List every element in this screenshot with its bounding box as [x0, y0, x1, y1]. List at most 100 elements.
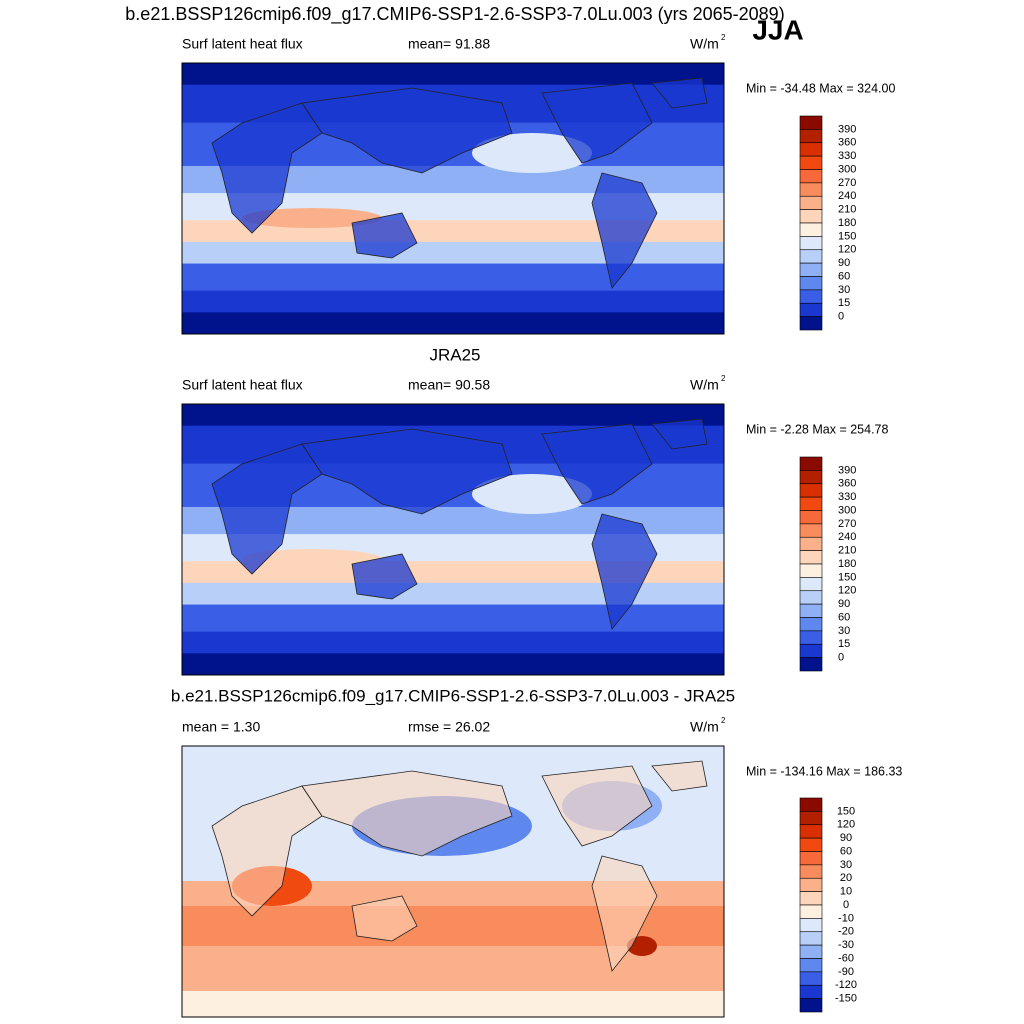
continent	[351, 212, 418, 259]
colorbar-box	[799, 302, 823, 317]
colorbar-label: 390	[838, 464, 856, 476]
colorbar-box	[799, 182, 823, 197]
colorbar-label: -20	[838, 926, 854, 938]
panel-title: b.e21.BSSP126cmip6.f09_g17.CMIP6-SSP1-2.…	[171, 686, 735, 705]
colorbar-box	[799, 918, 823, 933]
unit-superscript: 2	[721, 33, 726, 42]
unit-superscript: 2	[721, 374, 726, 383]
continent	[351, 895, 418, 942]
colorbar-box	[799, 262, 823, 277]
continent	[591, 855, 658, 972]
map-blob	[242, 549, 382, 569]
colorbar-box	[799, 563, 823, 578]
colorbar-label: -10	[838, 912, 854, 924]
colorbar-label: 180	[838, 558, 856, 570]
colorbar-box	[799, 904, 823, 919]
colorbar-label: 60	[840, 845, 852, 857]
min-max: Min = -134.16 Max = 186.33	[746, 764, 902, 778]
colorbar-label: -30	[838, 939, 854, 951]
map-blob	[242, 208, 382, 228]
panel-center-label: mean= 90.58	[408, 377, 490, 393]
colorbar-label: 90	[838, 257, 850, 269]
colorbar-label: 330	[838, 491, 856, 503]
colorbar-box	[799, 958, 823, 973]
colorbar-box	[799, 169, 823, 184]
colorbar-box	[799, 222, 823, 237]
colorbar-box	[799, 195, 823, 210]
map	[182, 404, 724, 675]
map-band	[182, 263, 724, 292]
colorbar-box	[799, 837, 823, 852]
colorbar-label: 120	[838, 585, 856, 597]
map-band	[182, 63, 724, 86]
season: JJA	[752, 14, 803, 45]
map-band	[182, 631, 724, 655]
colorbar-label: 360	[838, 137, 856, 149]
continent	[651, 77, 708, 109]
colorbar-box	[799, 129, 823, 144]
colorbar-label: 330	[838, 150, 856, 162]
colorbar-label: 210	[838, 204, 856, 216]
colorbar-box	[799, 877, 823, 892]
colorbar-box	[799, 617, 823, 632]
map	[182, 63, 724, 334]
colorbar-label: 90	[840, 832, 852, 844]
figure-title: b.e21.BSSP126cmip6.f09_g17.CMIP6-SSP1-2.…	[125, 4, 784, 25]
colorbar-label: 150	[837, 805, 855, 817]
colorbar-box	[799, 470, 823, 485]
colorbar-box	[799, 289, 823, 304]
min-max: Min = -34.48 Max = 324.00	[746, 81, 895, 95]
panel-left-label: mean = 1.30	[182, 719, 260, 735]
map-frame	[181, 62, 725, 335]
colorbar-label: -120	[835, 979, 857, 991]
colorbar-box	[799, 603, 823, 618]
colorbar-label: 210	[838, 545, 856, 557]
colorbar-label: 240	[838, 190, 856, 202]
map-band	[182, 290, 724, 314]
panel-left-label: Surf latent heat flux	[182, 36, 303, 52]
colorbar-box	[799, 971, 823, 986]
colorbar-label: 0	[838, 652, 844, 664]
colorbar-label: 90	[838, 598, 850, 610]
colorbar-box	[799, 456, 823, 471]
colorbar-label: 150	[838, 571, 856, 583]
colorbar-label: 60	[838, 270, 850, 282]
colorbar-label: 270	[838, 177, 856, 189]
colorbar-label: 30	[840, 859, 852, 871]
colorbar-box	[799, 657, 823, 672]
colorbar-box	[799, 643, 823, 658]
colorbar-box	[799, 577, 823, 592]
panel-left-label: Surf latent heat flux	[182, 377, 303, 393]
unit-superscript: 2	[721, 716, 726, 725]
colorbar-label: 0	[843, 899, 849, 911]
colorbar-label: 30	[838, 284, 850, 296]
map	[182, 746, 724, 1017]
colorbar-box	[799, 984, 823, 999]
map-band	[182, 653, 724, 675]
colorbar-box	[799, 851, 823, 866]
colorbar-box	[799, 236, 823, 251]
min-max: Min = -2.28 Max = 254.78	[746, 422, 888, 436]
colorbar-label: 120	[838, 244, 856, 256]
colorbar-box	[799, 496, 823, 511]
continent	[651, 418, 708, 450]
map-frame	[181, 403, 725, 676]
colorbar-box	[799, 590, 823, 605]
colorbar-box	[799, 523, 823, 538]
colorbar-label: -60	[838, 952, 854, 964]
unit: W/m	[690, 719, 719, 735]
colorbar-box	[799, 276, 823, 291]
colorbar-label: 360	[838, 478, 856, 490]
colorbar-label: 10	[840, 886, 852, 898]
colorbar-box	[799, 944, 823, 959]
map-band	[182, 312, 724, 334]
map-band	[182, 582, 724, 606]
colorbar-label: 120	[837, 819, 855, 831]
colorbar-box	[799, 797, 823, 812]
colorbar-box	[799, 824, 823, 839]
colorbar-label: 150	[838, 230, 856, 242]
colorbar-label: 300	[838, 504, 856, 516]
unit: W/m	[690, 377, 719, 393]
continent	[591, 172, 658, 289]
